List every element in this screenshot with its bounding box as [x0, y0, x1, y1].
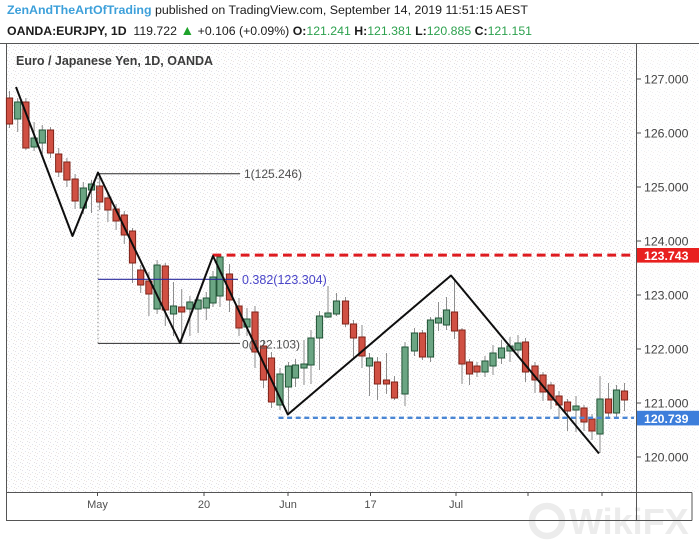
svg-text:120.739: 120.739 — [644, 412, 689, 426]
svg-text:20: 20 — [198, 499, 210, 511]
svg-text:Euro / Japanese Yen, 1D, OANDA: Euro / Japanese Yen, 1D, OANDA — [16, 54, 213, 68]
svg-text:May: May — [87, 499, 108, 511]
svg-text:127.000: 127.000 — [644, 73, 689, 87]
svg-text:1(125.246): 1(125.246) — [244, 167, 302, 181]
svg-text:126.000: 126.000 — [644, 127, 689, 141]
svg-text:120.000: 120.000 — [644, 451, 689, 465]
svg-text:124.000: 124.000 — [644, 235, 689, 249]
svg-text:0(122.103): 0(122.103) — [242, 338, 300, 352]
svg-text:125.000: 125.000 — [644, 181, 689, 195]
svg-text:WikiFX: WikiFX — [569, 501, 689, 542]
svg-text:17: 17 — [364, 499, 376, 511]
svg-text:123.743: 123.743 — [644, 249, 689, 263]
svg-text:0.382(123.304): 0.382(123.304) — [242, 273, 327, 287]
svg-text:123.000: 123.000 — [644, 289, 689, 303]
svg-text:Jun: Jun — [279, 499, 297, 511]
svg-text:122.000: 122.000 — [644, 343, 689, 357]
svg-text:Jul: Jul — [449, 499, 463, 511]
svg-text:121.000: 121.000 — [644, 397, 689, 411]
